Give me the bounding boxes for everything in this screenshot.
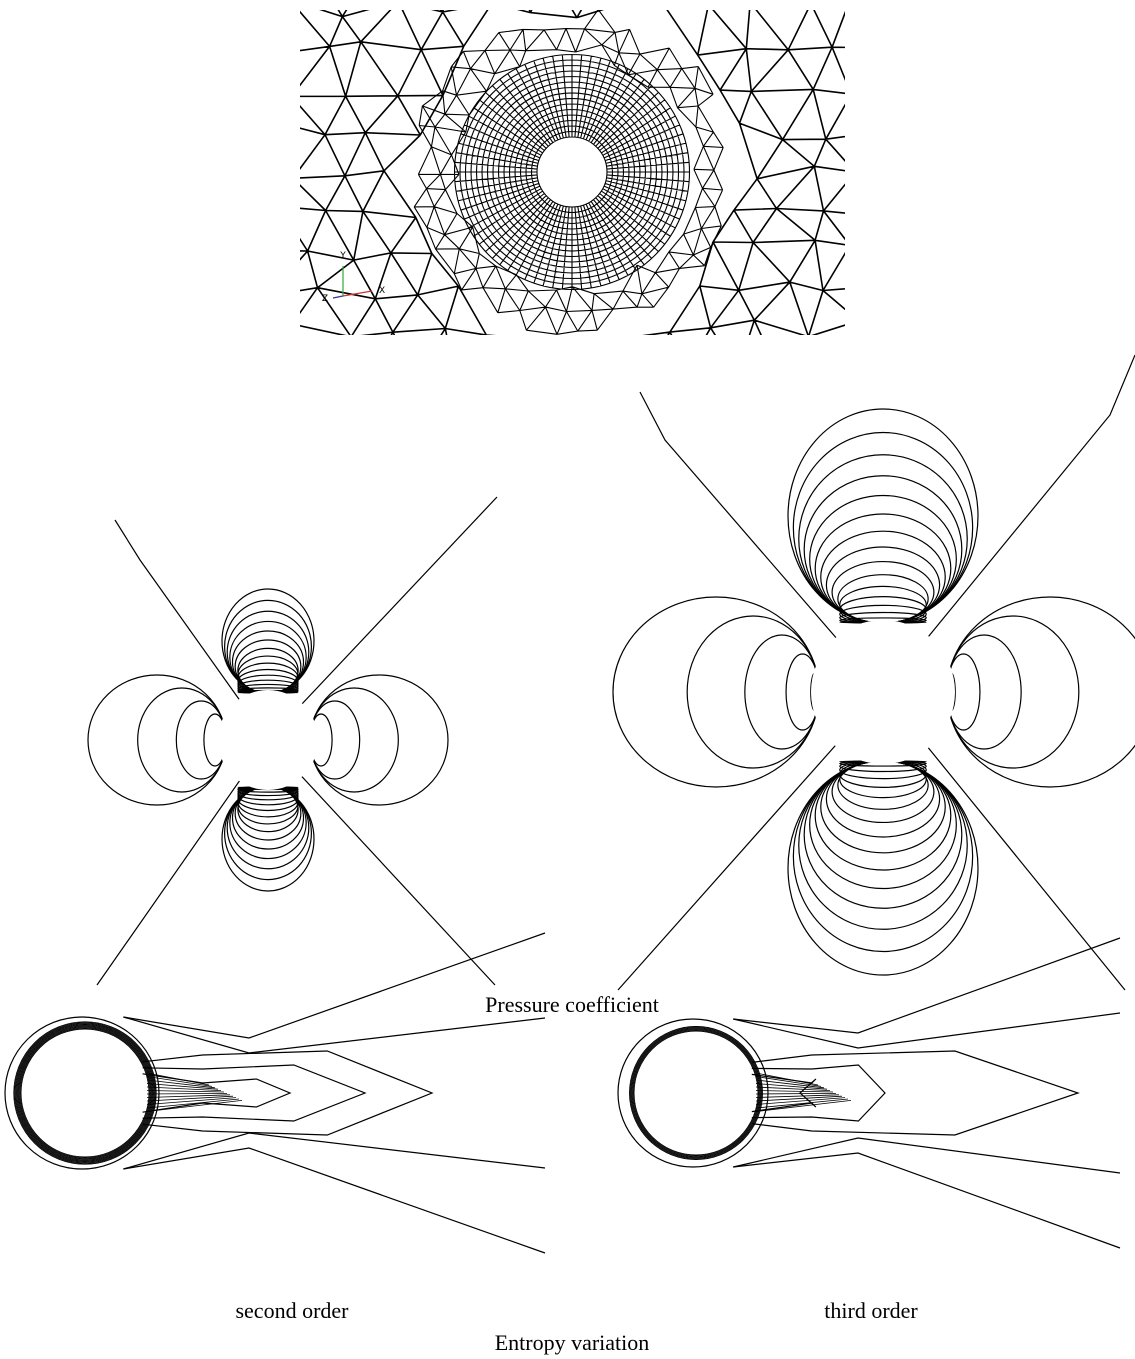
contour bbox=[755, 1095, 843, 1102]
contour bbox=[13, 1021, 157, 1165]
contour bbox=[612, 596, 820, 788]
contour bbox=[744, 634, 820, 750]
contour bbox=[946, 615, 1080, 769]
contour bbox=[755, 1090, 834, 1093]
body bbox=[811, 620, 955, 764]
contour bbox=[142, 1073, 292, 1113]
contour bbox=[839, 760, 927, 788]
contour bbox=[755, 1093, 837, 1095]
contour bbox=[755, 1079, 825, 1089]
contour bbox=[142, 1064, 367, 1122]
mesh-triangles bbox=[300, 10, 845, 335]
contour bbox=[633, 1030, 759, 1156]
contour bbox=[221, 588, 315, 694]
contour bbox=[755, 1076, 822, 1087]
contour bbox=[123, 932, 546, 1039]
contour bbox=[825, 546, 941, 624]
mesh-triangles bbox=[413, 10, 724, 335]
axis-label: Y bbox=[339, 251, 346, 261]
contour bbox=[946, 634, 1022, 750]
contour bbox=[629, 1026, 763, 1160]
contour bbox=[631, 1028, 761, 1158]
contour bbox=[617, 1018, 769, 1168]
contour bbox=[14, 1022, 156, 1164]
caption: Entropy variation bbox=[495, 1330, 650, 1355]
contour bbox=[831, 760, 935, 824]
contour bbox=[946, 596, 1135, 788]
contour bbox=[755, 1086, 831, 1091]
contour bbox=[19, 1027, 151, 1159]
contour bbox=[755, 1100, 852, 1112]
contour bbox=[123, 1016, 546, 1054]
pressure-contours bbox=[87, 354, 1135, 991]
contour bbox=[146, 1083, 219, 1090]
contour bbox=[20, 1028, 150, 1158]
contour bbox=[733, 1152, 1121, 1249]
entropy-contours bbox=[4, 932, 1121, 1254]
contour bbox=[839, 596, 927, 624]
contour bbox=[751, 1064, 886, 1122]
contour bbox=[309, 687, 399, 793]
contour bbox=[146, 1079, 216, 1089]
contour bbox=[221, 786, 315, 892]
contour bbox=[237, 786, 299, 812]
contour bbox=[142, 1050, 434, 1136]
contour bbox=[733, 1012, 1121, 1049]
contour bbox=[16, 1024, 154, 1162]
contour bbox=[686, 615, 820, 769]
contour bbox=[733, 1137, 1121, 1174]
contour bbox=[755, 1083, 828, 1090]
contour bbox=[146, 1097, 237, 1105]
contour bbox=[831, 560, 935, 624]
mesh bbox=[300, 10, 845, 335]
contour bbox=[629, 1026, 763, 1160]
contour bbox=[87, 674, 227, 806]
contour bbox=[237, 668, 299, 694]
caption: Pressure coefficient bbox=[485, 992, 659, 1017]
contour bbox=[17, 1025, 153, 1161]
contour bbox=[755, 1098, 849, 1109]
contour bbox=[630, 1027, 762, 1159]
contour bbox=[146, 1098, 240, 1109]
contour-line bbox=[639, 391, 1126, 991]
mesh-axes: Y X Z bbox=[322, 251, 385, 304]
contour bbox=[751, 1073, 817, 1113]
contour bbox=[825, 760, 941, 838]
axis-label: X bbox=[379, 286, 385, 296]
contour bbox=[123, 1132, 546, 1170]
contour bbox=[137, 687, 227, 793]
panel-label: second order bbox=[235, 1298, 349, 1323]
contour-line bbox=[114, 519, 496, 986]
contour bbox=[733, 937, 1121, 1034]
contour-line bbox=[617, 354, 1135, 991]
contour bbox=[123, 1147, 546, 1254]
contour bbox=[146, 1100, 243, 1112]
contour bbox=[309, 674, 449, 806]
contour bbox=[755, 1094, 840, 1098]
contour bbox=[16, 1024, 154, 1162]
body bbox=[218, 690, 318, 790]
contour bbox=[146, 1093, 228, 1095]
contour bbox=[755, 1072, 819, 1086]
contour bbox=[751, 1050, 1080, 1136]
panel-label: third order bbox=[824, 1298, 918, 1323]
contour bbox=[146, 1076, 213, 1087]
contour bbox=[632, 1029, 760, 1157]
contour bbox=[146, 1090, 225, 1093]
mesh-polar bbox=[453, 54, 691, 290]
contour bbox=[18, 1026, 152, 1160]
contour bbox=[146, 1094, 231, 1098]
contour bbox=[755, 1097, 846, 1105]
axis-label: Z bbox=[322, 294, 328, 304]
contour bbox=[146, 1086, 222, 1091]
contour bbox=[4, 1016, 160, 1170]
contour bbox=[146, 1072, 210, 1086]
contour bbox=[146, 1095, 234, 1102]
contour bbox=[15, 1023, 155, 1163]
